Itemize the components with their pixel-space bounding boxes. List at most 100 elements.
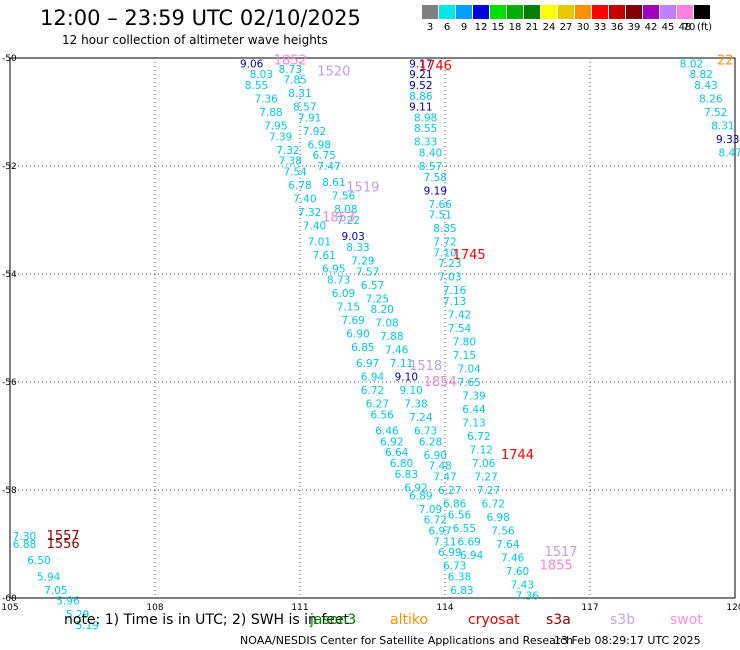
wave-height-label: 8.57 <box>293 102 316 114</box>
track-time-label: 1745 <box>453 248 486 263</box>
x-tick-label: 111 <box>291 603 308 613</box>
track-time-label: 1746 <box>419 59 452 74</box>
wave-height-label: 7.25 <box>366 293 389 305</box>
wave-height-label: 8.31 <box>711 121 734 133</box>
legend-swatch <box>609 5 625 19</box>
x-tick-label: 108 <box>146 603 163 613</box>
wave-height-label: 6.28 <box>419 436 442 448</box>
plot-frame <box>9 57 736 599</box>
wave-height-label: 6.90 <box>424 450 447 462</box>
wave-height-label: 7.01 <box>308 237 331 249</box>
wave-height-label: 7.39 <box>269 131 292 143</box>
wave-height-label: 8.31 <box>288 88 311 100</box>
legend-label: 12 <box>474 22 488 33</box>
legend-swatch <box>558 5 574 19</box>
wave-height-label: 7.38 <box>404 399 427 411</box>
legend-label: 18 <box>508 22 522 33</box>
wave-height-label: 9.11 <box>409 102 432 114</box>
wave-height-label: 7.06 <box>472 458 496 470</box>
satellite-label: jason3 <box>310 612 357 628</box>
track-time-label: 1518 <box>409 359 442 374</box>
wave-height-label: 7.13 <box>462 418 485 430</box>
legend-label: 70 <box>682 22 696 33</box>
legend-swatch <box>643 5 659 19</box>
wave-height-label: 6.46 <box>375 426 399 438</box>
wave-height-label: 7.40 <box>293 193 316 205</box>
wave-height-label: 7.60 <box>506 566 529 578</box>
wave-height-label: 6.56 <box>448 509 472 521</box>
wave-height-label: 7.38 <box>279 156 302 168</box>
track-time-label: 1852 <box>274 54 307 69</box>
wave-height-label: 8.47 <box>718 148 740 160</box>
wave-height-label: 6.27 <box>438 485 461 497</box>
wave-height-label: 6.83 <box>395 469 418 481</box>
wave-height-label: 6.27 <box>366 399 389 411</box>
wave-height-label: 7.58 <box>424 172 447 184</box>
satellite-label: s3a <box>546 612 571 628</box>
wave-height-label: 6.38 <box>448 571 471 583</box>
wave-height-label: 9.17 <box>409 58 432 70</box>
wave-height-label: 8.82 <box>689 69 712 81</box>
legend-swatch <box>592 5 608 19</box>
track-time-label: 1520 <box>317 65 350 80</box>
legend-label: 9 <box>460 22 468 33</box>
legend-swatch <box>456 5 472 19</box>
wave-height-label: 6.44 <box>462 404 486 416</box>
wave-height-label: 7.80 <box>453 337 476 349</box>
wave-height-label: 9.03 <box>341 231 364 243</box>
wave-height-label: 6.78 <box>288 180 311 192</box>
wave-height-label: 7.32 <box>276 145 299 157</box>
wave-height-label: 7.12 <box>470 445 493 457</box>
wave-height-label: 6.50 <box>27 555 50 567</box>
wave-height-label: 7.64 <box>496 539 520 551</box>
wave-height-label: 6.97 <box>356 358 379 370</box>
wave-height-label: 8.33 <box>346 242 369 254</box>
wave-height-label: 6.64 <box>385 447 409 459</box>
wave-height-label: 7.46 <box>501 553 525 565</box>
x-tick-label: 120 <box>726 603 740 613</box>
satellite-label: altiko <box>390 612 429 628</box>
wave-height-label: 7.24 <box>409 412 433 424</box>
legend-label: 48 <box>678 22 692 33</box>
wave-height-label: 7.88 <box>259 107 282 119</box>
wave-height-label: 7.13 <box>443 296 466 308</box>
x-tick-label: 117 <box>581 603 598 613</box>
wave-height-label: 8.03 <box>250 69 273 81</box>
x-tick-label: 105 <box>1 603 18 613</box>
wave-height-label: 5.19 <box>76 620 99 632</box>
wave-height-label: 8.20 <box>370 304 393 316</box>
wave-height-label: 7.36 <box>515 590 539 602</box>
wave-height-label: 8.55 <box>414 123 437 135</box>
wave-height-label: 7.47 <box>317 161 340 173</box>
wave-height-label: 6.72 <box>482 499 505 511</box>
legend-label: 3 <box>426 22 434 33</box>
wave-height-label: 6.98 <box>486 512 509 524</box>
wave-height-label: 7.40 <box>303 220 326 232</box>
legend-unit: (ft) <box>697 22 713 33</box>
legend-swatch <box>439 5 455 19</box>
track-time-label: 1854 <box>424 375 457 390</box>
legend-label: 39 <box>627 22 641 33</box>
wave-height-label: 7.56 <box>491 526 515 538</box>
legend-swatch <box>473 5 489 19</box>
wave-height-label: 6.89 <box>409 490 432 502</box>
wave-height-label: 6.72 <box>467 431 490 443</box>
y-tick-label: -50 <box>2 54 17 64</box>
wave-height-label: 6.94 <box>361 372 385 384</box>
wave-height-label: 6.69 <box>457 536 480 548</box>
wave-height-label: 6.73 <box>443 561 466 573</box>
wave-height-label: 7.29 <box>351 256 374 268</box>
y-tick-label: -54 <box>2 270 17 280</box>
legend-label: 36 <box>610 22 624 33</box>
wave-height-label: 6.85 <box>351 342 374 354</box>
satellite-label: swot <box>670 612 703 628</box>
wave-height-label: 7.36 <box>254 94 278 106</box>
legend-label: 30 <box>576 22 590 33</box>
legend-label: 45 <box>661 22 675 33</box>
wave-height-label: 7.11 <box>390 358 413 370</box>
wave-height-label: 9.52 <box>409 80 432 92</box>
wave-height-label: 7.03 <box>438 272 461 284</box>
wave-height-label: 7.15 <box>337 301 360 313</box>
wave-height-label: 6.73 <box>414 426 437 438</box>
wave-height-label: 9.10 <box>395 372 418 384</box>
